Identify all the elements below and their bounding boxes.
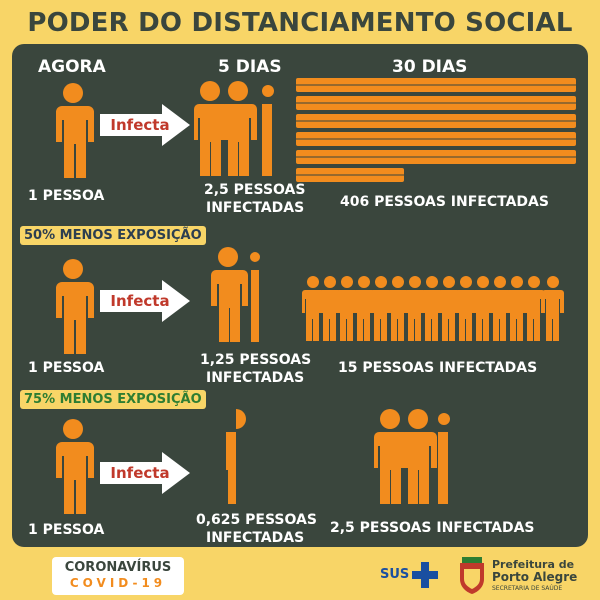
five-days-label-line1: 0,625 PESSOAS	[196, 512, 317, 528]
prefeitura-porto-alegre-logo: Prefeitura de Porto Alegre SECRETARIA DE…	[456, 557, 584, 597]
covid-logo-line2: COVID-19	[69, 576, 167, 590]
coronavirus-covid19-logo: CORONAVÍRUS COVID-19	[52, 557, 184, 595]
covid-logo-line1: CORONAVÍRUS	[64, 560, 172, 575]
partial-person-icon	[226, 409, 246, 504]
city-crest-icon	[460, 557, 484, 594]
arrow-label: Infecta	[110, 292, 170, 310]
prefeitura-line1: Prefeitura de	[492, 558, 575, 571]
column-header-five-days: 5 DIAS	[218, 57, 282, 77]
crowd-15-icon	[302, 276, 564, 341]
five-days-label-line2: INFECTADAS	[206, 530, 305, 546]
sus-logo: SUS	[380, 560, 440, 592]
arrow-icon	[100, 104, 190, 146]
column-header-now: AGORA	[38, 57, 106, 77]
people-group-icon	[211, 247, 260, 342]
arrow-icon	[100, 452, 190, 494]
arrow-icon	[100, 280, 190, 322]
five-days-label-line1: 1,25 PESSOAS	[200, 352, 312, 368]
page-title: PODER DO DISTANCIAMENTO SOCIAL	[27, 8, 573, 38]
person-icon	[56, 83, 94, 178]
people-group-icon	[374, 409, 450, 504]
person-icon	[56, 419, 94, 514]
reduction-badge: 75% MENOS EXPOSIÇÃO	[20, 390, 206, 409]
crowd-406-icon	[296, 78, 576, 182]
source-label: 1 PESSOA	[28, 188, 105, 204]
sus-cross-icon	[412, 562, 438, 588]
person-icon	[56, 259, 94, 354]
sus-logo-text: SUS	[380, 567, 410, 582]
column-header-thirty-days: 30 DIAS	[392, 57, 468, 77]
thirty-days-label: 2,5 PESSOAS INFECTADAS	[330, 520, 535, 536]
source-label: 1 PESSOA	[28, 522, 105, 538]
five-days-label-line2: INFECTADAS	[206, 370, 305, 386]
five-days-label-line1: 2,5 PESSOAS	[204, 182, 306, 198]
thirty-days-label: 15 PESSOAS INFECTADAS	[338, 360, 538, 376]
reduction-badge: 50% MENOS EXPOSIÇÃO	[20, 226, 206, 245]
people-group-icon	[194, 81, 274, 176]
thirty-days-label: 406 PESSOAS INFECTADAS	[340, 194, 549, 210]
arrow-label: Infecta	[110, 464, 170, 482]
prefeitura-line2: Porto Alegre	[492, 570, 578, 584]
five-days-label-line2: INFECTADAS	[206, 200, 305, 216]
arrow-label: Infecta	[110, 116, 170, 134]
source-label: 1 PESSOA	[28, 360, 105, 376]
prefeitura-line3: SECRETARIA DE SAÚDE	[492, 585, 563, 592]
